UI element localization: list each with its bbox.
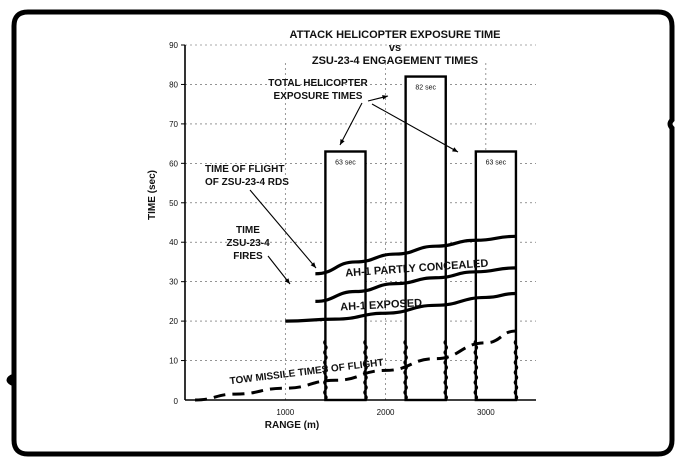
concealed-upper-curve xyxy=(315,234,516,276)
y-tick-label: 40 xyxy=(169,238,178,247)
x-tick-label: 3000 xyxy=(477,408,495,417)
curve-label-exposed: AH-1 EXPOSED xyxy=(340,297,422,313)
arrow-fires xyxy=(267,255,291,285)
chart-border xyxy=(6,9,675,457)
bar-break-mark xyxy=(513,339,519,401)
y-tick-label: 30 xyxy=(169,278,178,287)
arrow-tof-head xyxy=(310,262,316,268)
y-tick-label: 50 xyxy=(169,199,178,208)
y-tick-label: 0 xyxy=(174,397,179,406)
annotation-fires-1: TIME xyxy=(236,225,260,236)
arrow-to-bar3 xyxy=(371,103,459,153)
annotation-total-exposure-2: EXPOSURE TIMES xyxy=(274,91,363,102)
arrow-tof xyxy=(249,189,317,269)
y-tick-label: 70 xyxy=(169,120,178,129)
exposure-bar xyxy=(324,150,367,402)
chart-title-line2: vs xyxy=(389,42,401,54)
arrow-to-bar1-head xyxy=(340,139,345,145)
x-tick-label: 2000 xyxy=(377,408,395,417)
bar-break-mark xyxy=(323,339,328,401)
annotation-tof-2: OF ZSU-23-4 RDS xyxy=(205,177,289,188)
x-axis-label: RANGE (m) xyxy=(265,420,319,431)
annotation-fires-3: FIRES xyxy=(233,251,263,262)
bar-value-label: 63 sec xyxy=(486,160,507,167)
tow-missile-curve xyxy=(195,329,517,402)
concealed-lower-curve xyxy=(315,266,516,303)
y-tick-label: 20 xyxy=(169,317,178,326)
x-tick-label: 1000 xyxy=(276,408,294,417)
bar-break-mark xyxy=(473,339,479,401)
bar-value-label: 63 sec xyxy=(335,160,356,167)
y-tick-label: 60 xyxy=(169,159,178,168)
arrow-to-bar1 xyxy=(339,102,363,146)
chart-title-line3: ZSU-23-4 ENGAGEMENT TIMES xyxy=(312,55,478,67)
annotation-total-exposure-1: TOTAL HELICOPTER xyxy=(268,78,368,89)
exposure-bar xyxy=(404,75,447,402)
y-tick-label: 80 xyxy=(169,80,178,89)
bar-break-mark xyxy=(363,339,368,401)
plot-area: 10 20 30 40 50 60 70 80 90 0 1000 2000 3000 63 sec 82 … xyxy=(169,41,536,417)
bar-break-mark xyxy=(443,339,449,401)
bar-value-label: 82 sec xyxy=(415,85,436,92)
annotation-tof-1: TIME OF FLIGHT xyxy=(205,164,284,175)
exposure-bar xyxy=(474,150,518,402)
arrow-fires-head xyxy=(284,278,290,284)
y-tick-label: 10 xyxy=(169,357,178,366)
chart-title-line1: ATTACK HELICOPTER EXPOSURE TIME xyxy=(289,29,500,41)
exposed-curve xyxy=(285,291,516,323)
arrow-to-bar2-head xyxy=(382,95,388,100)
arrow-to-bar3-head xyxy=(452,147,458,152)
y-tick-label: 90 xyxy=(169,41,178,50)
y-axis-label: TIME (sec) xyxy=(147,170,158,220)
bar-break-mark xyxy=(403,339,408,401)
annotation-fires-2: ZSU-23-4 xyxy=(226,238,270,249)
